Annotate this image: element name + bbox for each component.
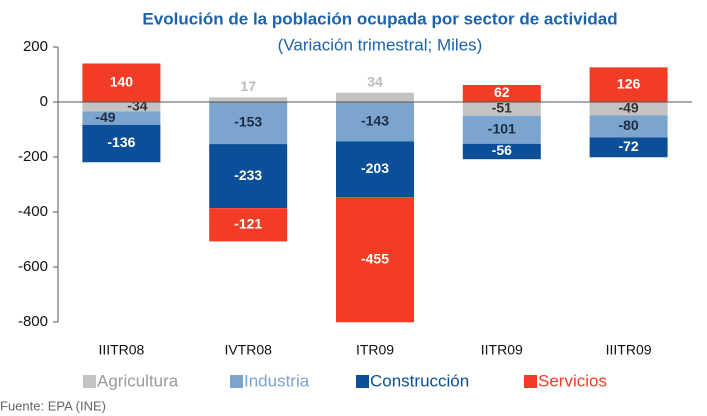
x-tick-label: IIITR09 (606, 342, 652, 358)
bar-segment (209, 102, 288, 145)
y-tick-label: -600 (18, 258, 48, 275)
bar-segment (209, 97, 288, 102)
bar-segment (209, 144, 288, 209)
data-label: -80 (618, 117, 638, 133)
x-tick-label: ITR09 (356, 342, 394, 358)
data-label: -233 (234, 167, 262, 183)
y-tick-label: 0 (40, 93, 48, 110)
legend-label: Agricultura (97, 371, 179, 390)
bar-segment (82, 124, 161, 163)
data-label: -455 (361, 250, 389, 266)
data-label: 126 (617, 75, 641, 91)
x-tick-label: IIITR08 (98, 342, 144, 358)
legend-label: Construcción (370, 371, 469, 390)
bar-segment (82, 102, 161, 112)
data-label: 62 (494, 84, 510, 100)
legend-swatch (230, 375, 243, 388)
bar-segment (336, 102, 414, 142)
data-label: 34 (367, 73, 383, 89)
data-label: -153 (234, 114, 262, 130)
bar-segment (589, 67, 668, 102)
chart-subtitle: (Variación trimestral; Miles) (278, 35, 483, 54)
legend-swatch (356, 375, 369, 388)
data-label: -203 (361, 160, 389, 176)
data-label: -49 (95, 109, 115, 125)
data-label: -136 (107, 134, 135, 150)
legend-label: Industria (244, 371, 310, 390)
data-label: -143 (361, 112, 389, 128)
data-label: -101 (488, 121, 516, 137)
data-label: -56 (492, 142, 512, 158)
bar-segment (589, 115, 668, 138)
bar-segment (589, 137, 668, 158)
bar-segment (462, 84, 541, 102)
bar-segment (462, 116, 541, 144)
chart-title: Evolución de la población ocupada por se… (142, 9, 617, 28)
x-tick-label: IVTR08 (224, 342, 272, 358)
source-note: Fuente: EPA (INE) (0, 398, 106, 413)
legend-swatch (83, 375, 96, 388)
data-label: -49 (618, 99, 638, 115)
bar-segment (336, 92, 414, 102)
y-tick-label: -800 (18, 313, 48, 330)
y-tick-label: 200 (23, 38, 48, 55)
bar-segment (336, 141, 414, 198)
bar-segment (82, 63, 161, 102)
data-label: -72 (618, 138, 638, 154)
bar-segment (462, 102, 541, 117)
data-label: -51 (492, 100, 512, 116)
data-label: 140 (110, 73, 134, 89)
bar-segment (589, 102, 668, 116)
x-tick-label: IITR09 (481, 342, 523, 358)
legend-swatch (524, 375, 537, 388)
y-tick-label: -200 (18, 148, 48, 165)
bar-segment (209, 208, 288, 242)
bar-segment (336, 197, 414, 323)
y-tick-label: -400 (18, 203, 48, 220)
bar-segment (82, 111, 161, 125)
legend-label: Servicios (538, 371, 607, 390)
bar-segment (462, 143, 541, 160)
data-label: 17 (240, 78, 256, 94)
data-label: -121 (234, 215, 262, 231)
